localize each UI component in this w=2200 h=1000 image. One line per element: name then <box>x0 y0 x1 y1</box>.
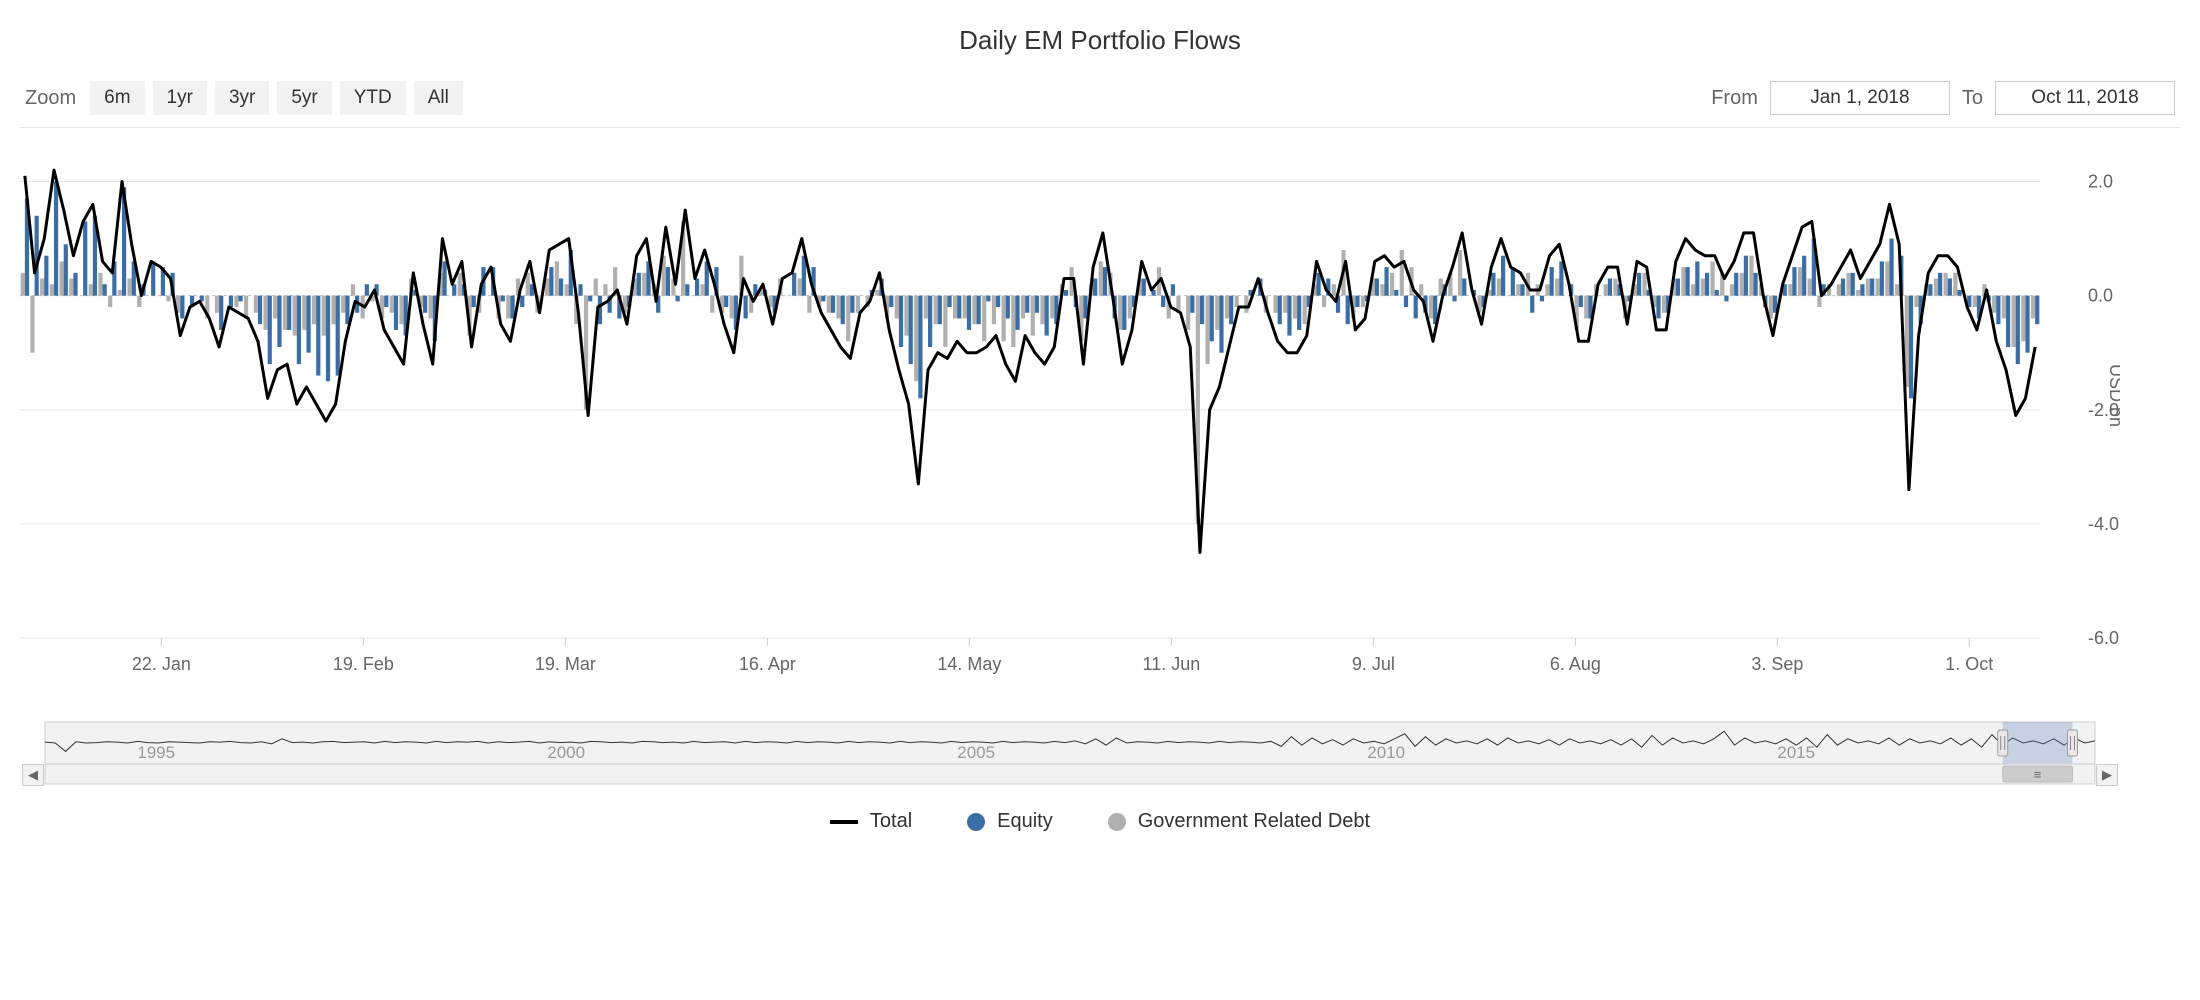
legend-equity[interactable]: Equity <box>967 810 1053 833</box>
zoom-5yr-button[interactable]: 5yr <box>277 81 331 115</box>
date-range-group: From To <box>1711 81 2175 115</box>
legend-equity-swatch <box>967 813 985 831</box>
zoom-3yr-button[interactable]: 3yr <box>215 81 269 115</box>
zoom-ytd-button[interactable]: YTD <box>340 81 406 115</box>
zoom-group: Zoom 6m 1yr 3yr 5yr YTD All <box>25 81 463 115</box>
legend-total-swatch <box>830 820 858 824</box>
svg-text:1. Oct: 1. Oct <box>1945 654 1993 674</box>
svg-text:1995: 1995 <box>137 743 175 762</box>
zoom-1yr-button[interactable]: 1yr <box>153 81 207 115</box>
svg-text:2.0: 2.0 <box>2088 172 2113 192</box>
svg-text:-6.0: -6.0 <box>2088 628 2119 648</box>
svg-text:11. Jun: 11. Jun <box>1143 654 1201 674</box>
legend-equity-label: Equity <box>997 810 1053 833</box>
svg-text:2000: 2000 <box>547 743 585 762</box>
legend-govdebt-swatch <box>1108 813 1126 831</box>
to-label: To <box>1962 87 1983 110</box>
svg-text:9. Jul: 9. Jul <box>1352 654 1395 674</box>
legend: Total Equity Government Related Debt <box>0 810 2200 833</box>
zoom-all-button[interactable]: All <box>414 81 463 115</box>
from-label: From <box>1711 87 1758 110</box>
svg-text:6. Aug: 6. Aug <box>1550 654 1601 674</box>
legend-total[interactable]: Total <box>830 810 912 833</box>
chart-title: Daily EM Portfolio Flows <box>0 25 2200 56</box>
navigator-scroll-left-button[interactable]: ◀ <box>22 764 44 786</box>
svg-text:-4.0: -4.0 <box>2088 514 2119 534</box>
svg-text:2015: 2015 <box>1777 743 1815 762</box>
legend-govdebt[interactable]: Government Related Debt <box>1108 810 1370 833</box>
zoom-6m-button[interactable]: 6m <box>90 81 144 115</box>
plot-area: 2.00.0-2.0-4.0-6.0USD bn22. Jan19. Feb19… <box>20 128 2180 788</box>
main-chart-svg[interactable]: 2.00.0-2.0-4.0-6.0USD bn22. Jan19. Feb19… <box>20 128 2120 688</box>
legend-govdebt-label: Government Related Debt <box>1138 810 1370 833</box>
from-date-input[interactable] <box>1770 81 1950 115</box>
svg-text:16. Apr: 16. Apr <box>739 654 796 674</box>
svg-text:22. Jan: 22. Jan <box>132 654 191 674</box>
navigator-svg[interactable]: 1995 2000 2005 2010 2015 ≡ <box>20 718 2120 788</box>
svg-text:≡: ≡ <box>2034 767 2042 782</box>
navigator-scroll-right-button[interactable]: ▶ <box>2096 764 2118 786</box>
svg-text:19. Feb: 19. Feb <box>333 654 394 674</box>
svg-text:19. Mar: 19. Mar <box>535 654 596 674</box>
controls-row: Zoom 6m 1yr 3yr 5yr YTD All From To <box>0 56 2200 127</box>
svg-text:0.0: 0.0 <box>2088 286 2113 306</box>
svg-text:2010: 2010 <box>1367 743 1405 762</box>
legend-total-label: Total <box>870 810 912 833</box>
to-date-input[interactable] <box>1995 81 2175 115</box>
svg-text:2005: 2005 <box>957 743 995 762</box>
svg-text:USD bn: USD bn <box>2106 364 2120 427</box>
zoom-label: Zoom <box>25 87 76 110</box>
svg-text:14. May: 14. May <box>937 654 1001 674</box>
svg-text:3. Sep: 3. Sep <box>1751 654 1803 674</box>
